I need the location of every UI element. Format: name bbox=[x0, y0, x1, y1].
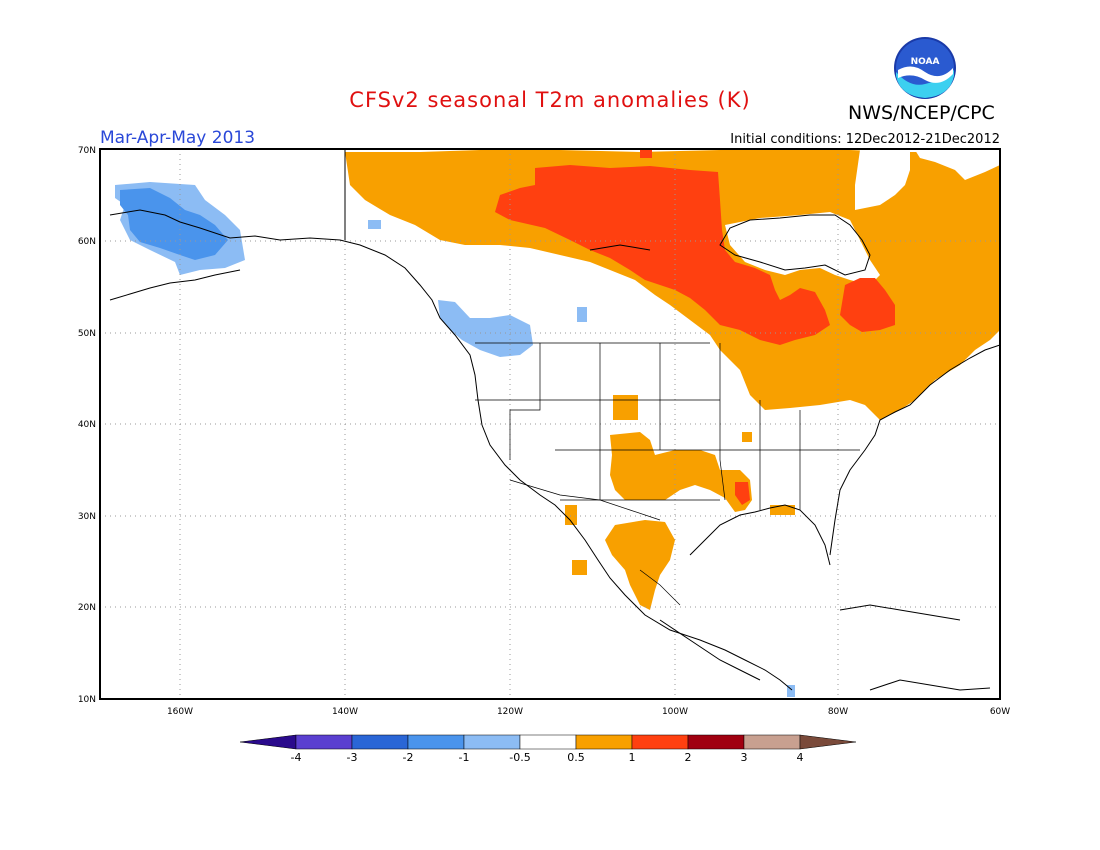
colorbar-swatch-7 bbox=[631, 734, 689, 750]
warm-anomaly-mexico bbox=[605, 520, 675, 610]
latitude-labels: 70N 60N 50N 40N 30N 20N 10N bbox=[78, 146, 96, 705]
colorbar-swatch-3 bbox=[407, 734, 465, 750]
colorbar-label-9: 4 bbox=[797, 751, 804, 764]
warm-anomaly-arctic-red bbox=[640, 150, 652, 158]
lon-label-80w: 80W bbox=[828, 707, 848, 717]
colorbar-swatch-5 bbox=[519, 734, 577, 750]
neutral-greenland bbox=[855, 150, 910, 210]
colorbar-swatch-2 bbox=[351, 734, 409, 750]
lat-label-20n: 20N bbox=[78, 603, 96, 613]
warm-anomaly-baja2 bbox=[572, 560, 587, 575]
lon-label-140w: 140W bbox=[332, 707, 358, 717]
warm-anomaly-colorado bbox=[613, 395, 638, 420]
lat-label-60n: 60N bbox=[78, 237, 96, 247]
cool-anomaly-alaska-dark bbox=[120, 188, 228, 260]
lat-label-70n: 70N bbox=[78, 146, 96, 156]
lon-label-60w: 60W bbox=[990, 707, 1010, 717]
cool-anomaly-yukon-spot bbox=[368, 220, 381, 229]
colorbar-label-8: 3 bbox=[741, 751, 748, 764]
lon-label-120w: 120W bbox=[497, 707, 523, 717]
noaa-logo-text: NOAA bbox=[911, 57, 940, 67]
warm-anomaly-baja bbox=[565, 505, 577, 525]
neutral-baffin bbox=[915, 150, 1000, 180]
colorbar-label-3: -1 bbox=[459, 751, 470, 764]
warm-anomaly-gulf-spot bbox=[770, 505, 795, 515]
colorbar-swatch-0 bbox=[239, 734, 297, 750]
initial-conditions-label: Initial conditions: 12Dec2012-21Dec2012 bbox=[730, 132, 1000, 147]
colorbar-swatch-6 bbox=[575, 734, 633, 750]
cool-anomaly-bc-spot bbox=[577, 307, 587, 322]
colorbar-label-2: -2 bbox=[403, 751, 414, 764]
lat-label-50n: 50N bbox=[78, 329, 96, 339]
colorbar-label-7: 2 bbox=[685, 751, 692, 764]
org-label: NWS/NCEP/CPC bbox=[848, 102, 995, 124]
cool-anomaly-panama-spot bbox=[787, 685, 795, 697]
colorbar-swatch-9 bbox=[743, 734, 801, 750]
season-label: Mar-Apr-May 2013 bbox=[100, 128, 256, 148]
colorbar-label-0: -4 bbox=[291, 751, 302, 764]
longitude-labels: 160W 140W 120W 100W 80W 60W bbox=[167, 707, 1010, 717]
lat-label-10n: 10N bbox=[78, 695, 96, 705]
colorbar-label-5: 0.5 bbox=[567, 751, 585, 764]
warm-anomaly-kentucky-spot bbox=[742, 432, 752, 442]
colorbar-label-6: 1 bbox=[629, 751, 636, 764]
warm-anomaly-quebec-red bbox=[840, 278, 895, 332]
lat-label-40n: 40N bbox=[78, 420, 96, 430]
lon-label-100w: 100W bbox=[662, 707, 688, 717]
coastlines bbox=[109, 150, 1000, 691]
lat-label-30n: 30N bbox=[78, 512, 96, 522]
colorbar-label-4: -0.5 bbox=[509, 751, 530, 764]
warm-anomaly-louisiana-red bbox=[735, 482, 750, 505]
warm-anomaly-central-us bbox=[610, 432, 752, 512]
warm-anomaly-central-canada bbox=[495, 165, 830, 345]
colorbar-swatch-10 bbox=[799, 734, 857, 750]
colorbar-swatch-4 bbox=[463, 734, 521, 750]
colorbar-swatch-8 bbox=[687, 734, 745, 750]
colorbar: -4 -3 -2 -1 -0.5 0.5 1 2 3 4 bbox=[239, 734, 857, 764]
anomaly-fields bbox=[115, 150, 1000, 697]
lon-label-160w: 160W bbox=[167, 707, 193, 717]
political-borders bbox=[475, 342, 860, 606]
colorbar-swatch-1 bbox=[295, 734, 353, 750]
neutral-hudson-bay bbox=[725, 212, 880, 285]
chart-title: CFSv2 seasonal T2m anomalies (K) bbox=[349, 88, 751, 112]
colorbar-label-1: -3 bbox=[347, 751, 358, 764]
noaa-logo-icon: NOAA bbox=[894, 37, 956, 99]
map-frame bbox=[99, 148, 1001, 700]
